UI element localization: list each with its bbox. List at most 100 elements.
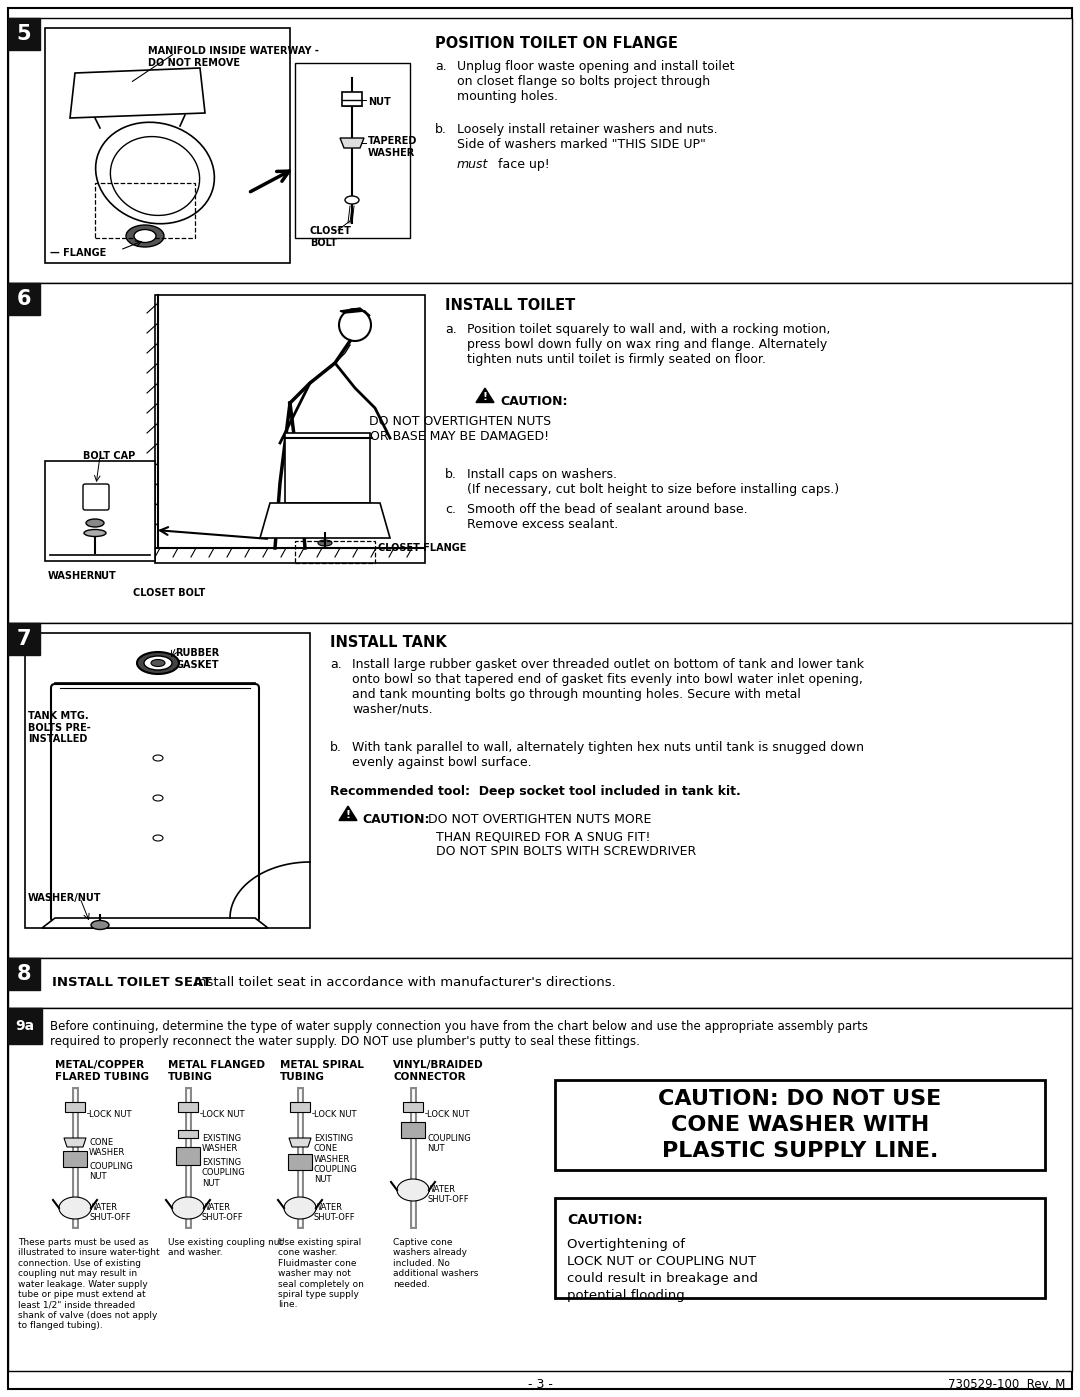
Ellipse shape [397,1179,429,1201]
Ellipse shape [172,1197,204,1220]
Text: a.: a. [445,323,457,337]
Text: Install large rubber gasket over threaded outlet on bottom of tank and lower tan: Install large rubber gasket over threade… [352,658,864,717]
Text: - 3 -: - 3 - [527,1379,553,1391]
Text: LOCK NUT: LOCK NUT [202,1111,244,1119]
Text: b.: b. [445,468,457,481]
Text: COUPLING
NUT: COUPLING NUT [314,1165,357,1185]
Ellipse shape [151,659,165,666]
Text: 6: 6 [17,289,31,309]
Text: WASHER: WASHER [48,571,95,581]
Text: WATER
SHUT-OFF: WATER SHUT-OFF [427,1185,469,1204]
Text: CAUTION: DO NOT USE
CONE WASHER WITH
PLASTIC SUPPLY LINE.: CAUTION: DO NOT USE CONE WASHER WITH PLA… [659,1088,942,1161]
Ellipse shape [339,309,372,341]
Bar [45,28,291,263]
Bar [8,958,1072,1009]
Bar [295,63,410,237]
Ellipse shape [134,229,156,243]
Text: 5: 5 [16,24,31,43]
Text: WATER
SHUT-OFF: WATER SHUT-OFF [314,1203,355,1222]
Text: COUPLING
NUT: COUPLING NUT [427,1134,471,1154]
Text: 9a: 9a [15,1018,35,1032]
Text: Before continuing, determine the type of water supply connection you have from t: Before continuing, determine the type of… [50,1020,868,1048]
Text: a.: a. [435,60,447,73]
Text: BOLT CAP: BOLT CAP [83,451,135,461]
FancyBboxPatch shape [285,433,370,503]
Ellipse shape [110,137,200,215]
Text: MANIFOLD INSIDE WATERWAY -
DO NOT REMOVE: MANIFOLD INSIDE WATERWAY - DO NOT REMOVE [148,46,319,67]
Polygon shape [64,1139,86,1147]
FancyBboxPatch shape [63,1151,87,1166]
Ellipse shape [318,541,332,546]
Text: Unplug floor waste opening and install toilet
on closet flange so bolts project : Unplug floor waste opening and install t… [457,60,734,103]
Text: 8: 8 [17,964,31,983]
Bar [8,623,1072,958]
Bar [8,18,1072,284]
Text: WATER
SHUT-OFF: WATER SHUT-OFF [202,1203,244,1222]
Bar [8,623,40,655]
Ellipse shape [345,196,359,204]
Bar [8,1009,1072,1370]
Text: These parts must be used as
illustrated to insure water-tight
connection. Use of: These parts must be used as illustrated … [18,1238,160,1330]
Text: VINYL/BRAIDED
CONNECTOR: VINYL/BRAIDED CONNECTOR [393,1060,484,1081]
Text: INSTALL TANK: INSTALL TANK [330,636,447,650]
Ellipse shape [284,1197,316,1220]
Text: DO NOT OVERTIGHTEN NUTS MORE: DO NOT OVERTIGHTEN NUTS MORE [424,813,651,826]
Text: CAUTION:: CAUTION: [567,1213,643,1227]
FancyBboxPatch shape [83,483,109,510]
FancyBboxPatch shape [403,1102,423,1112]
Polygon shape [340,307,370,316]
Text: Smooth off the bead of sealant around base.
Remove excess sealant.: Smooth off the bead of sealant around ba… [467,503,747,531]
Text: LOCK NUT: LOCK NUT [427,1111,470,1119]
Bar [45,461,156,562]
Text: c.: c. [445,503,456,515]
FancyBboxPatch shape [65,1102,85,1112]
Polygon shape [42,918,268,928]
Text: CAUTION:: CAUTION: [362,813,430,826]
Text: TAPERED
WASHER: TAPERED WASHER [368,136,417,158]
Text: RUBBER
GASKET: RUBBER GASKET [175,648,219,669]
Text: COUPLING
NUT: COUPLING NUT [89,1162,133,1182]
Text: a.: a. [330,658,341,671]
Text: CAUTION:: CAUTION: [500,395,567,408]
Text: LOCK NUT: LOCK NUT [314,1111,356,1119]
Text: DO NOT OVERTIGHTEN NUTS
OR BASE MAY BE DAMAGED!: DO NOT OVERTIGHTEN NUTS OR BASE MAY BE D… [369,415,551,443]
FancyBboxPatch shape [178,1102,198,1112]
Text: INSTALL TOILET SEAT: INSTALL TOILET SEAT [52,977,212,989]
Bar [8,18,40,50]
Text: Loosely install retainer washers and nuts.
Side of washers marked "THIS SIDE UP": Loosely install retainer washers and nut… [457,123,717,151]
Text: EXISTING
COUPLING
NUT: EXISTING COUPLING NUT [202,1158,246,1187]
Bar [8,958,40,990]
Text: With tank parallel to wall, alternately tighten hex nuts until tank is snugged d: With tank parallel to wall, alternately … [352,740,864,768]
Text: EXISTING
CONE
WASHER: EXISTING CONE WASHER [314,1134,353,1164]
Text: METAL/COPPER
FLARED TUBING: METAL/COPPER FLARED TUBING [55,1060,149,1081]
Text: 7: 7 [17,629,31,650]
Text: TANK MTG.
BOLTS PRE-
INSTALLED: TANK MTG. BOLTS PRE- INSTALLED [28,711,91,745]
Text: DO NOT SPIN BOLTS WITH SCREWDRIVER: DO NOT SPIN BOLTS WITH SCREWDRIVER [436,845,697,858]
Text: — FLANGE: — FLANGE [50,249,106,258]
Text: CLOSET
BOLT: CLOSET BOLT [310,226,352,247]
Text: !: ! [483,391,487,402]
Text: Use existing spiral
cone washer.
Fluidmaster cone
washer may not
seal completely: Use existing spiral cone washer. Fluidma… [278,1238,364,1309]
Ellipse shape [126,225,164,247]
Text: must: must [457,158,488,170]
Text: Overtightening of
LOCK NUT or COUPLING NUT
could result in breakage and
potentia: Overtightening of LOCK NUT or COUPLING N… [567,1238,758,1302]
Text: WASHER/NUT: WASHER/NUT [28,893,102,902]
Bar [95,183,195,237]
Text: THAN REQUIRED FOR A SNUG FIT!: THAN REQUIRED FOR A SNUG FIT! [436,830,650,842]
Ellipse shape [59,1197,91,1220]
FancyBboxPatch shape [401,1122,426,1139]
FancyBboxPatch shape [288,1154,312,1171]
Text: METAL FLANGED
TUBING: METAL FLANGED TUBING [168,1060,265,1081]
Polygon shape [260,503,390,538]
FancyBboxPatch shape [51,685,259,922]
Text: !: ! [346,810,350,820]
Text: Position toilet squarely to wall and, with a rocking motion,
press bowl down ful: Position toilet squarely to wall and, wi… [467,323,831,366]
Text: Use existing coupling nut
and washer.: Use existing coupling nut and washer. [168,1238,283,1257]
Text: METAL SPIRAL
TUBING: METAL SPIRAL TUBING [280,1060,364,1081]
Bar [555,1199,1045,1298]
Polygon shape [340,138,364,148]
FancyBboxPatch shape [178,1130,198,1139]
Bar [295,541,375,563]
Text: CONE
WASHER: CONE WASHER [89,1139,125,1157]
Ellipse shape [84,529,106,536]
